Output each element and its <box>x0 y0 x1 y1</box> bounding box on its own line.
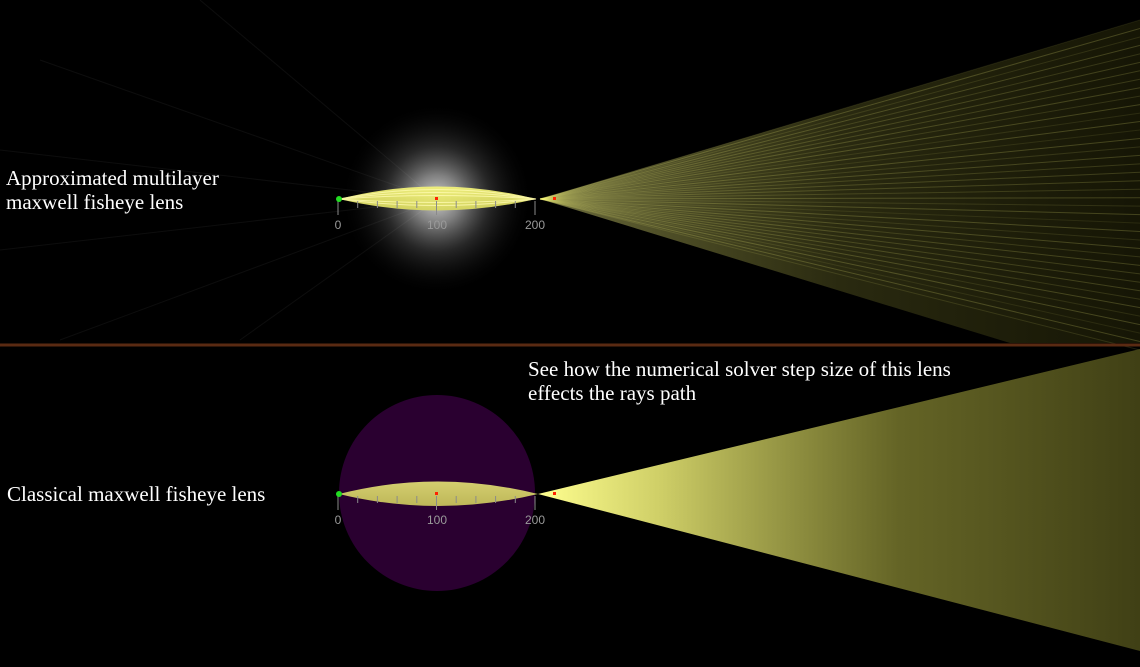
ray-line <box>539 198 1140 266</box>
ray-line <box>539 188 1140 200</box>
top-lens-label: Approximated multilayer maxwell fisheye … <box>6 166 219 214</box>
ray-line <box>539 44 1140 200</box>
ray-line <box>539 198 1140 224</box>
solver-note-line: See how the numerical solver step size o… <box>528 357 951 381</box>
lens-center-marker <box>435 197 438 200</box>
ray-line <box>539 154 1140 200</box>
top-lens-label-line: Approximated multilayer <box>6 166 219 190</box>
ray-line <box>539 146 1140 200</box>
ray-line <box>539 197 1140 200</box>
ray-fan-bottom <box>538 349 1140 651</box>
focus-marker[interactable] <box>553 492 556 495</box>
ray-line <box>539 104 1140 200</box>
ray-line <box>539 163 1140 200</box>
classical-lens-shape <box>339 481 538 506</box>
bottom-lens-label: Classical maxwell fisheye lens <box>7 482 265 506</box>
ray-line <box>539 198 1140 334</box>
ray-line <box>539 198 1140 317</box>
ray-lines-top <box>539 19 1140 351</box>
tick-label-200: 200 <box>525 513 545 527</box>
ray-line <box>539 198 1140 300</box>
ray-line <box>539 129 1140 200</box>
ray-line <box>539 198 1140 326</box>
ray-line <box>539 180 1140 200</box>
ray-line <box>539 198 1140 216</box>
lens-center-marker <box>435 492 438 495</box>
ray-line <box>539 19 1140 200</box>
ray-line <box>539 198 1140 309</box>
lens-internal-rays <box>338 189 537 206</box>
top-panel: 0 100 200 <box>0 0 1140 351</box>
bottom-lens-label-line: Classical maxwell fisheye lens <box>7 482 266 506</box>
solver-note-line: effects the rays path <box>528 381 697 405</box>
ray-line <box>539 198 1140 283</box>
ray-line <box>539 87 1140 200</box>
top-lens-label-line: maxwell fisheye lens <box>6 190 184 214</box>
ray-line <box>539 70 1140 200</box>
source-point[interactable] <box>336 491 342 497</box>
tick-label-0: 0 <box>335 218 342 232</box>
source-point[interactable] <box>336 196 342 202</box>
ray-line <box>539 198 1140 233</box>
ray-line <box>539 137 1140 200</box>
ray-line <box>539 171 1140 200</box>
ray-line <box>539 198 1140 343</box>
ray-line <box>539 27 1140 200</box>
ray-line <box>539 61 1140 200</box>
ray-line <box>539 198 1140 351</box>
bottom-panel: 0 100 200 <box>335 349 1140 651</box>
tick-label-200: 200 <box>525 218 545 232</box>
ray-fan-top <box>540 20 1140 343</box>
ray-line <box>539 198 1140 275</box>
ray-line <box>539 198 1140 241</box>
ray-line <box>539 36 1140 200</box>
ray-line <box>539 121 1140 200</box>
ray-line <box>539 198 1140 292</box>
axis-ticks-bottom <box>337 496 536 510</box>
tick-label-100: 100 <box>427 218 447 232</box>
tick-label-100: 100 <box>427 513 447 527</box>
ray-line <box>539 198 1140 249</box>
ray-line <box>539 112 1140 200</box>
ray-line <box>539 198 1140 258</box>
solver-note: See how the numerical solver step size o… <box>528 357 951 405</box>
ray-line <box>539 95 1140 200</box>
ray-line <box>539 53 1140 200</box>
focus-marker[interactable] <box>553 197 556 200</box>
ray-line <box>539 78 1140 200</box>
tick-label-0: 0 <box>335 513 342 527</box>
axis-ticks-top <box>337 201 536 215</box>
ray-line <box>539 198 1140 207</box>
